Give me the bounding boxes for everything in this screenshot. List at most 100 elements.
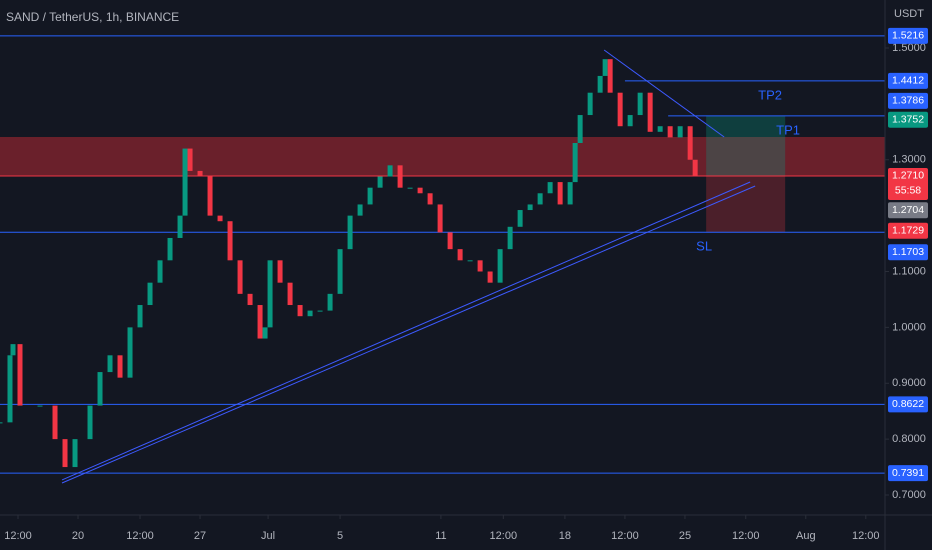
trendline [603,49,725,138]
candle [607,59,613,93]
candle [187,148,193,171]
price-badge-label: 1.1729 [892,225,924,237]
candle [487,271,493,283]
candle [537,193,543,205]
candle [547,182,553,194]
annotation: SL [696,238,712,253]
candle [377,176,383,188]
price-badge-label: 1.5216 [892,30,924,42]
x-tick-label: 20 [72,530,84,542]
candle [477,260,483,272]
candle [367,187,373,205]
resistance-zone [0,137,885,176]
currency: USDT [894,8,924,20]
x-tick-label: 12:00 [611,530,639,542]
y-tick-label: 1.5000 [892,42,926,54]
x-tick-label: 12:00 [4,530,32,542]
candle [657,126,663,132]
candle [692,159,698,177]
price-badge-label: 1.1703 [892,246,924,258]
candle [357,204,363,216]
candle [427,193,433,205]
candle [567,182,573,205]
candle [407,187,413,189]
price-badge-label: 1.2710 [892,170,924,182]
candle [667,126,673,138]
x-tick-label: 11 [435,530,446,542]
candle [637,92,643,116]
candle [317,310,323,312]
price-badge-label: 1.2704 [892,204,924,216]
annotation: TP1 [776,122,800,137]
candle [337,249,343,294]
price-badge-label: 0.7391 [892,467,924,479]
price-badge [888,72,928,89]
candle [447,232,453,250]
y-tick-label: 1.0000 [892,321,926,333]
price-badge-label: 1.3786 [892,95,924,107]
candle [167,237,173,261]
candle [247,293,253,306]
position-stop [706,175,786,233]
candle [457,249,463,261]
price-badge [888,222,928,239]
candle [617,92,623,127]
x-tick-label: 18 [559,530,571,542]
candle [182,148,188,216]
candle [347,215,353,250]
x-tick-label: 12:00 [490,530,518,542]
candle [327,293,333,311]
candle [97,372,103,406]
price-badge [888,111,928,128]
candle [87,405,93,440]
candle [10,344,16,356]
symbol-title: SAND / TetherUS, 1h, BINANCE [6,10,179,24]
candle [647,92,653,132]
candle [52,405,58,440]
candle [267,260,273,328]
candle [627,115,633,127]
x-tick-label: Aug [796,530,816,542]
candle [287,282,293,306]
x-tick-label: Jul [261,530,275,542]
price-badge [888,92,928,109]
candle [397,165,403,188]
candle [307,310,313,317]
price-badge [888,396,928,413]
price-badge [888,27,928,44]
candle [127,327,133,378]
candle [197,170,203,177]
price-badge-label: 0.8622 [892,398,924,410]
candle [0,422,3,424]
y-tick-label: 0.8000 [892,433,926,445]
candle [517,210,523,227]
x-tick-label: 5 [337,530,343,542]
candle [257,305,263,339]
candle [207,176,213,216]
position-target [706,115,786,176]
candle [597,75,603,93]
candle [507,226,513,250]
x-tick-label: 12:00 [732,530,760,542]
price-badge [888,244,928,261]
candle [137,305,143,328]
annotation: TP2 [758,87,782,102]
trendline [61,185,756,484]
candle [577,115,583,143]
y-tick-label: 1.3000 [892,154,926,166]
price-badge [888,465,928,482]
candle [157,260,163,283]
candle [217,215,223,222]
candle [417,187,423,194]
candle [62,439,68,468]
candle [17,344,23,406]
candle [107,355,113,373]
price-badge [888,202,928,219]
candle [227,221,233,261]
candle [587,92,593,116]
candle [602,59,608,76]
candle [527,204,533,211]
candle [117,355,123,378]
